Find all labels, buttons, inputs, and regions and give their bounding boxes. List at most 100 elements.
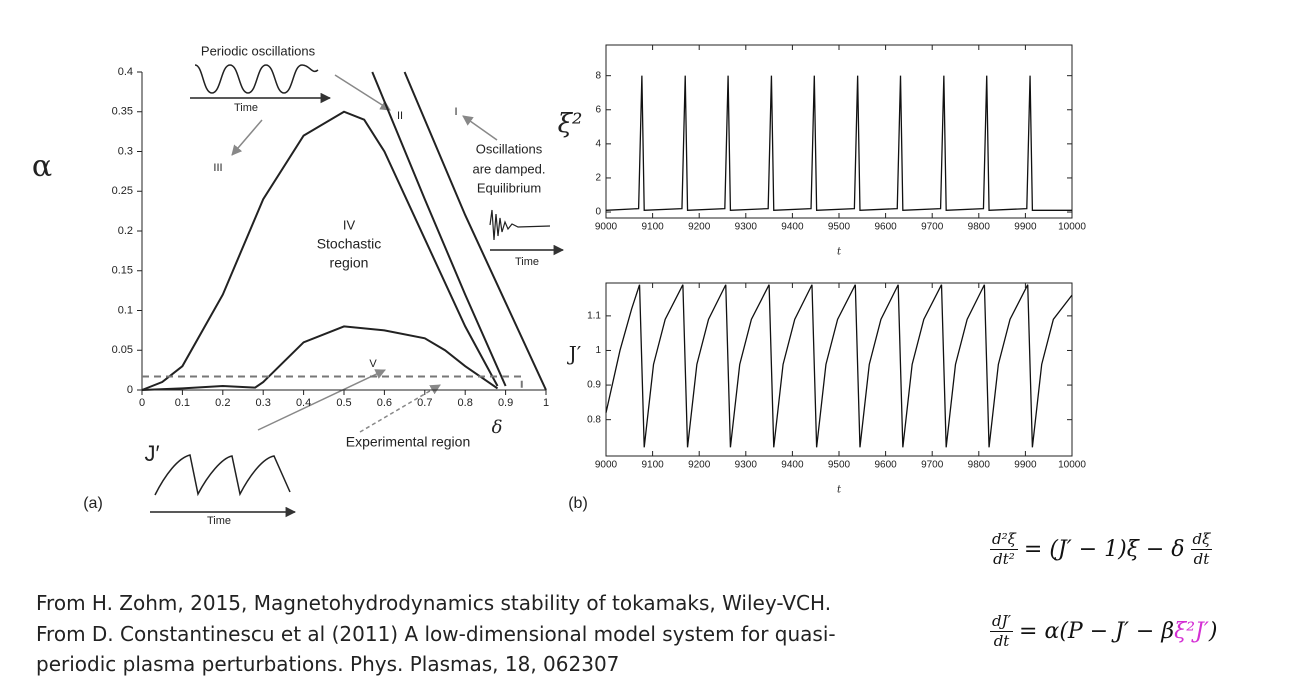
x-tick-label: 9300 [735, 222, 758, 233]
x-tick-label: 9600 [874, 222, 897, 233]
axes [605, 282, 1073, 457]
x-tick-label: 0.3 [256, 397, 271, 409]
series-line [141, 325, 499, 391]
x-tick-label: 0.7 [417, 397, 432, 409]
annotation: II [397, 110, 403, 122]
y-tick-label: 1 [595, 345, 601, 356]
y-tick-label: 2 [595, 173, 601, 184]
numerator: dJ′ [990, 612, 1014, 632]
x-tick-label: 0.6 [377, 397, 392, 409]
x-tick-label: 9400 [781, 460, 804, 471]
x-axis-label: t [837, 247, 842, 258]
sketches [150, 64, 565, 518]
x-tick-label: 0 [139, 397, 145, 409]
x-tick-label: 9800 [968, 460, 991, 471]
x-tick-label: 9000 [595, 222, 618, 233]
denominator: dt² [993, 550, 1015, 568]
annotation: I [454, 106, 457, 118]
pointers [231, 74, 498, 433]
y-tick-label: 0.15 [112, 265, 133, 277]
x-tick-label: 9900 [1014, 222, 1037, 233]
x-tick-label: 9100 [641, 222, 664, 233]
numerator: dξ [1190, 530, 1213, 550]
y-tick-label: 0.8 [587, 414, 601, 425]
x-tick-label: 9600 [874, 460, 897, 471]
x-tick-label: 9900 [1014, 460, 1037, 471]
series-line [371, 71, 507, 387]
x-tick-label: 10000 [1058, 222, 1086, 233]
fraction: d²ξ dt² [990, 530, 1018, 569]
x-tick-label: 9000 [595, 460, 618, 471]
annotation: Periodic oscillations [201, 43, 316, 58]
x-tick-label: 9500 [828, 222, 851, 233]
equation-rhs: = α(P − J′ − βξ²J′) [1019, 619, 1217, 644]
x-tick-label: 9400 [781, 222, 804, 233]
x-tick-label: 0.2 [215, 397, 230, 409]
y-axis-label: ξ² [558, 109, 583, 139]
x-tick-label: 0.1 [175, 397, 190, 409]
y-tick-label: 0.2 [118, 225, 133, 237]
annotation: Oscillations [476, 141, 543, 156]
y-tick-label: 4 [595, 138, 601, 149]
series-line [141, 110, 499, 391]
caption-line: periodic plasma perturbations. Phys. Pla… [36, 652, 620, 676]
y-tick-label: 0.4 [118, 66, 133, 78]
annotation: Stochastic [317, 236, 382, 252]
series-line [142, 375, 523, 390]
axes [137, 71, 547, 395]
y-tick-label: 0.25 [112, 185, 133, 197]
annotation: (a) [83, 495, 103, 512]
fraction: dJ′ dt [990, 612, 1014, 651]
equation: d²ξ dt² = (J′ − 1)ξ − δ dξ dt [990, 530, 1213, 569]
y-tick-label: 0 [595, 207, 601, 218]
y-tick-label: 1.1 [587, 311, 601, 322]
pointer [334, 74, 391, 111]
annotation: J′ [144, 441, 159, 466]
equation: dJ′ dt = α(P − J′ − βξ²J′) [990, 612, 1217, 651]
y-tick-label: 0.35 [112, 106, 133, 118]
pointer [359, 384, 441, 433]
series-line [403, 71, 547, 391]
equation-text: ) [1208, 619, 1218, 644]
x-tick-label: 9100 [641, 460, 664, 471]
caption-line: From D. Constantinescu et al (2011) A lo… [36, 621, 836, 646]
pointer [231, 119, 263, 156]
y-axis-label: J′ [567, 342, 582, 366]
y-tick-label: 6 [595, 104, 601, 115]
y-tick-label: 0.9 [587, 380, 601, 391]
x-tick-label: 1 [543, 397, 549, 409]
annotation: IV [343, 217, 356, 232]
series-line [605, 75, 1072, 212]
annotation: Time [515, 256, 539, 268]
plot-frame [605, 282, 1073, 457]
x-tick-label: 9200 [688, 222, 711, 233]
annotation: Time [234, 102, 258, 114]
numerator: d²ξ [990, 530, 1018, 550]
pointer [257, 369, 386, 431]
annotation: III [213, 162, 222, 174]
caption: From H. Zohm, 2015, Magnetohydrodynamics… [36, 588, 836, 680]
annotation: Time [207, 515, 231, 527]
y-axis-label: α [32, 149, 52, 184]
x-axis-label: t [837, 485, 842, 496]
y-tick-label: 0.3 [118, 145, 133, 157]
y-tick-label: 0 [127, 384, 133, 396]
y-tick-label: 0.05 [112, 344, 133, 356]
fraction: dξ dt [1190, 530, 1213, 569]
annotation: Experimental region [346, 434, 471, 450]
annotation: V [369, 358, 377, 370]
damped-sketch [489, 209, 551, 241]
equation-highlight: ξ²J′ [1174, 619, 1209, 644]
y-tick-label: 0.1 [118, 304, 133, 316]
axes [605, 44, 1073, 219]
x-tick-label: 9300 [735, 460, 758, 471]
equation-rhs: = (J′ − 1)ξ − δ [1023, 537, 1185, 562]
x-tick-label: 9800 [968, 222, 991, 233]
x-tick-label: 9700 [921, 222, 944, 233]
denominator: dt [993, 632, 1010, 650]
caption-line: From H. Zohm, 2015, Magnetohydrodynamics… [36, 591, 832, 615]
x-axis-label: δ [492, 417, 503, 438]
x-tick-label: 0.5 [336, 397, 351, 409]
